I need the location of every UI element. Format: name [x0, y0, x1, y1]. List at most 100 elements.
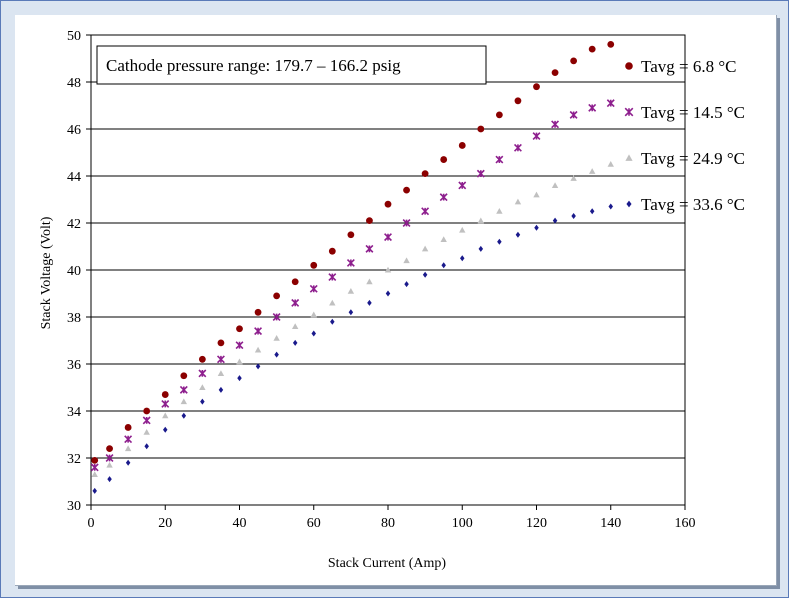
legend-marker-shape-3 [625, 154, 633, 161]
x-axis-title: Stack Current (Amp) [328, 556, 447, 571]
data-point [143, 407, 151, 415]
y-tick-label-42: 42 [67, 217, 81, 232]
data-point [235, 341, 244, 350]
series-3 [91, 161, 614, 478]
x-tick-label-20: 20 [158, 516, 172, 531]
data-point [329, 299, 336, 306]
data-point [124, 435, 133, 444]
data-point [403, 186, 410, 194]
data-point [291, 323, 299, 329]
data-point [458, 181, 467, 190]
data-point [551, 120, 560, 129]
data-point [497, 238, 502, 245]
data-point [513, 143, 522, 152]
data-point [385, 290, 391, 297]
data-point [606, 99, 615, 108]
legend-label-3: Tavg = 24.9 °C [641, 149, 745, 168]
data-point [180, 372, 188, 380]
data-point [106, 461, 113, 468]
data-point [142, 416, 151, 425]
y-tick-label-30: 30 [67, 499, 81, 514]
legend-label-2: Tavg = 14.5 °C [641, 103, 745, 122]
data-point [421, 245, 429, 252]
data-point [551, 69, 559, 76]
legend-item-3: Tavg = 24.9 °C [625, 149, 745, 168]
data-point [607, 41, 615, 48]
annotation-text: Cathode pressure range: 179.7 – 166.2 ps… [106, 56, 401, 75]
data-point [384, 266, 392, 273]
data-point [569, 110, 578, 119]
data-point [200, 398, 205, 405]
data-points [90, 41, 615, 494]
x-tick-label-140: 140 [600, 516, 621, 531]
data-point [143, 428, 150, 435]
y-axis-ticks: 30 32 34 36 38 40 42 44 46 48 50 [67, 29, 91, 514]
data-point [346, 258, 355, 267]
data-point [254, 308, 262, 316]
x-tick-label-80: 80 [381, 516, 395, 531]
data-point [125, 459, 131, 466]
data-point [460, 255, 465, 262]
data-point [273, 334, 280, 341]
y-axis-title: Stack Voltage (Volt) [39, 216, 54, 329]
legend-label-1: Tavg = 6.8 °C [641, 57, 736, 76]
data-point [124, 424, 132, 431]
legend-marker-shape-1 [625, 62, 633, 70]
x-tick-label-40: 40 [233, 516, 247, 531]
data-point [384, 233, 392, 242]
data-point [404, 281, 409, 288]
data-point [384, 200, 392, 208]
data-point [347, 231, 355, 239]
data-point [514, 97, 522, 105]
y-tick-label-40: 40 [67, 264, 81, 279]
data-point [291, 298, 300, 307]
data-point [440, 236, 447, 243]
data-point [274, 351, 279, 358]
data-point [163, 426, 168, 433]
series-2 [90, 99, 615, 472]
data-point [218, 386, 224, 393]
legend-label-4: Tavg = 33.6 °C [641, 195, 745, 214]
data-point [161, 399, 170, 408]
data-point [107, 476, 112, 483]
data-point [495, 155, 504, 164]
x-axis-ticks: 0 20 40 60 80 100 120 140 160 [88, 505, 696, 531]
data-point [589, 208, 595, 215]
data-point [440, 156, 448, 163]
data-point [161, 391, 169, 398]
data-point [477, 217, 485, 224]
data-point [92, 487, 97, 494]
legend-marker-2 [624, 107, 634, 117]
data-point [421, 170, 429, 178]
data-point [478, 245, 484, 252]
data-point [402, 219, 411, 227]
data-point [403, 257, 410, 264]
legend-marker-3 [625, 154, 633, 161]
legend-marker-shape-4 [626, 200, 632, 208]
y-tick-label-36: 36 [67, 358, 81, 373]
data-point [272, 313, 281, 321]
y-tick-label-50: 50 [67, 29, 81, 44]
data-point [477, 125, 485, 133]
y-tick-label-46: 46 [67, 123, 81, 138]
annotation-box [96, 45, 487, 85]
data-point [291, 278, 299, 286]
data-point [328, 273, 337, 282]
data-point [162, 412, 169, 419]
legend: Tavg = 6.8 °C Tavg = 14.5 °C Tavg = 24.9… [624, 57, 745, 214]
data-point [91, 471, 98, 478]
legend-item-4: Tavg = 33.6 °C [626, 195, 745, 214]
legend-marker-shape-2 [624, 107, 634, 117]
data-point [514, 198, 522, 205]
data-point [91, 456, 99, 464]
y-tick-label-48: 48 [67, 76, 81, 91]
chart-panel: 30 32 34 36 38 40 42 44 46 48 50 0 20 40 60 80 100 120 14… [15, 15, 777, 586]
x-tick-label-120: 120 [526, 516, 547, 531]
data-point [495, 111, 503, 119]
data-point [570, 57, 578, 65]
data-point [441, 262, 446, 269]
data-point [608, 203, 613, 210]
data-point [570, 175, 577, 181]
data-point [198, 355, 206, 363]
data-point [422, 271, 428, 278]
